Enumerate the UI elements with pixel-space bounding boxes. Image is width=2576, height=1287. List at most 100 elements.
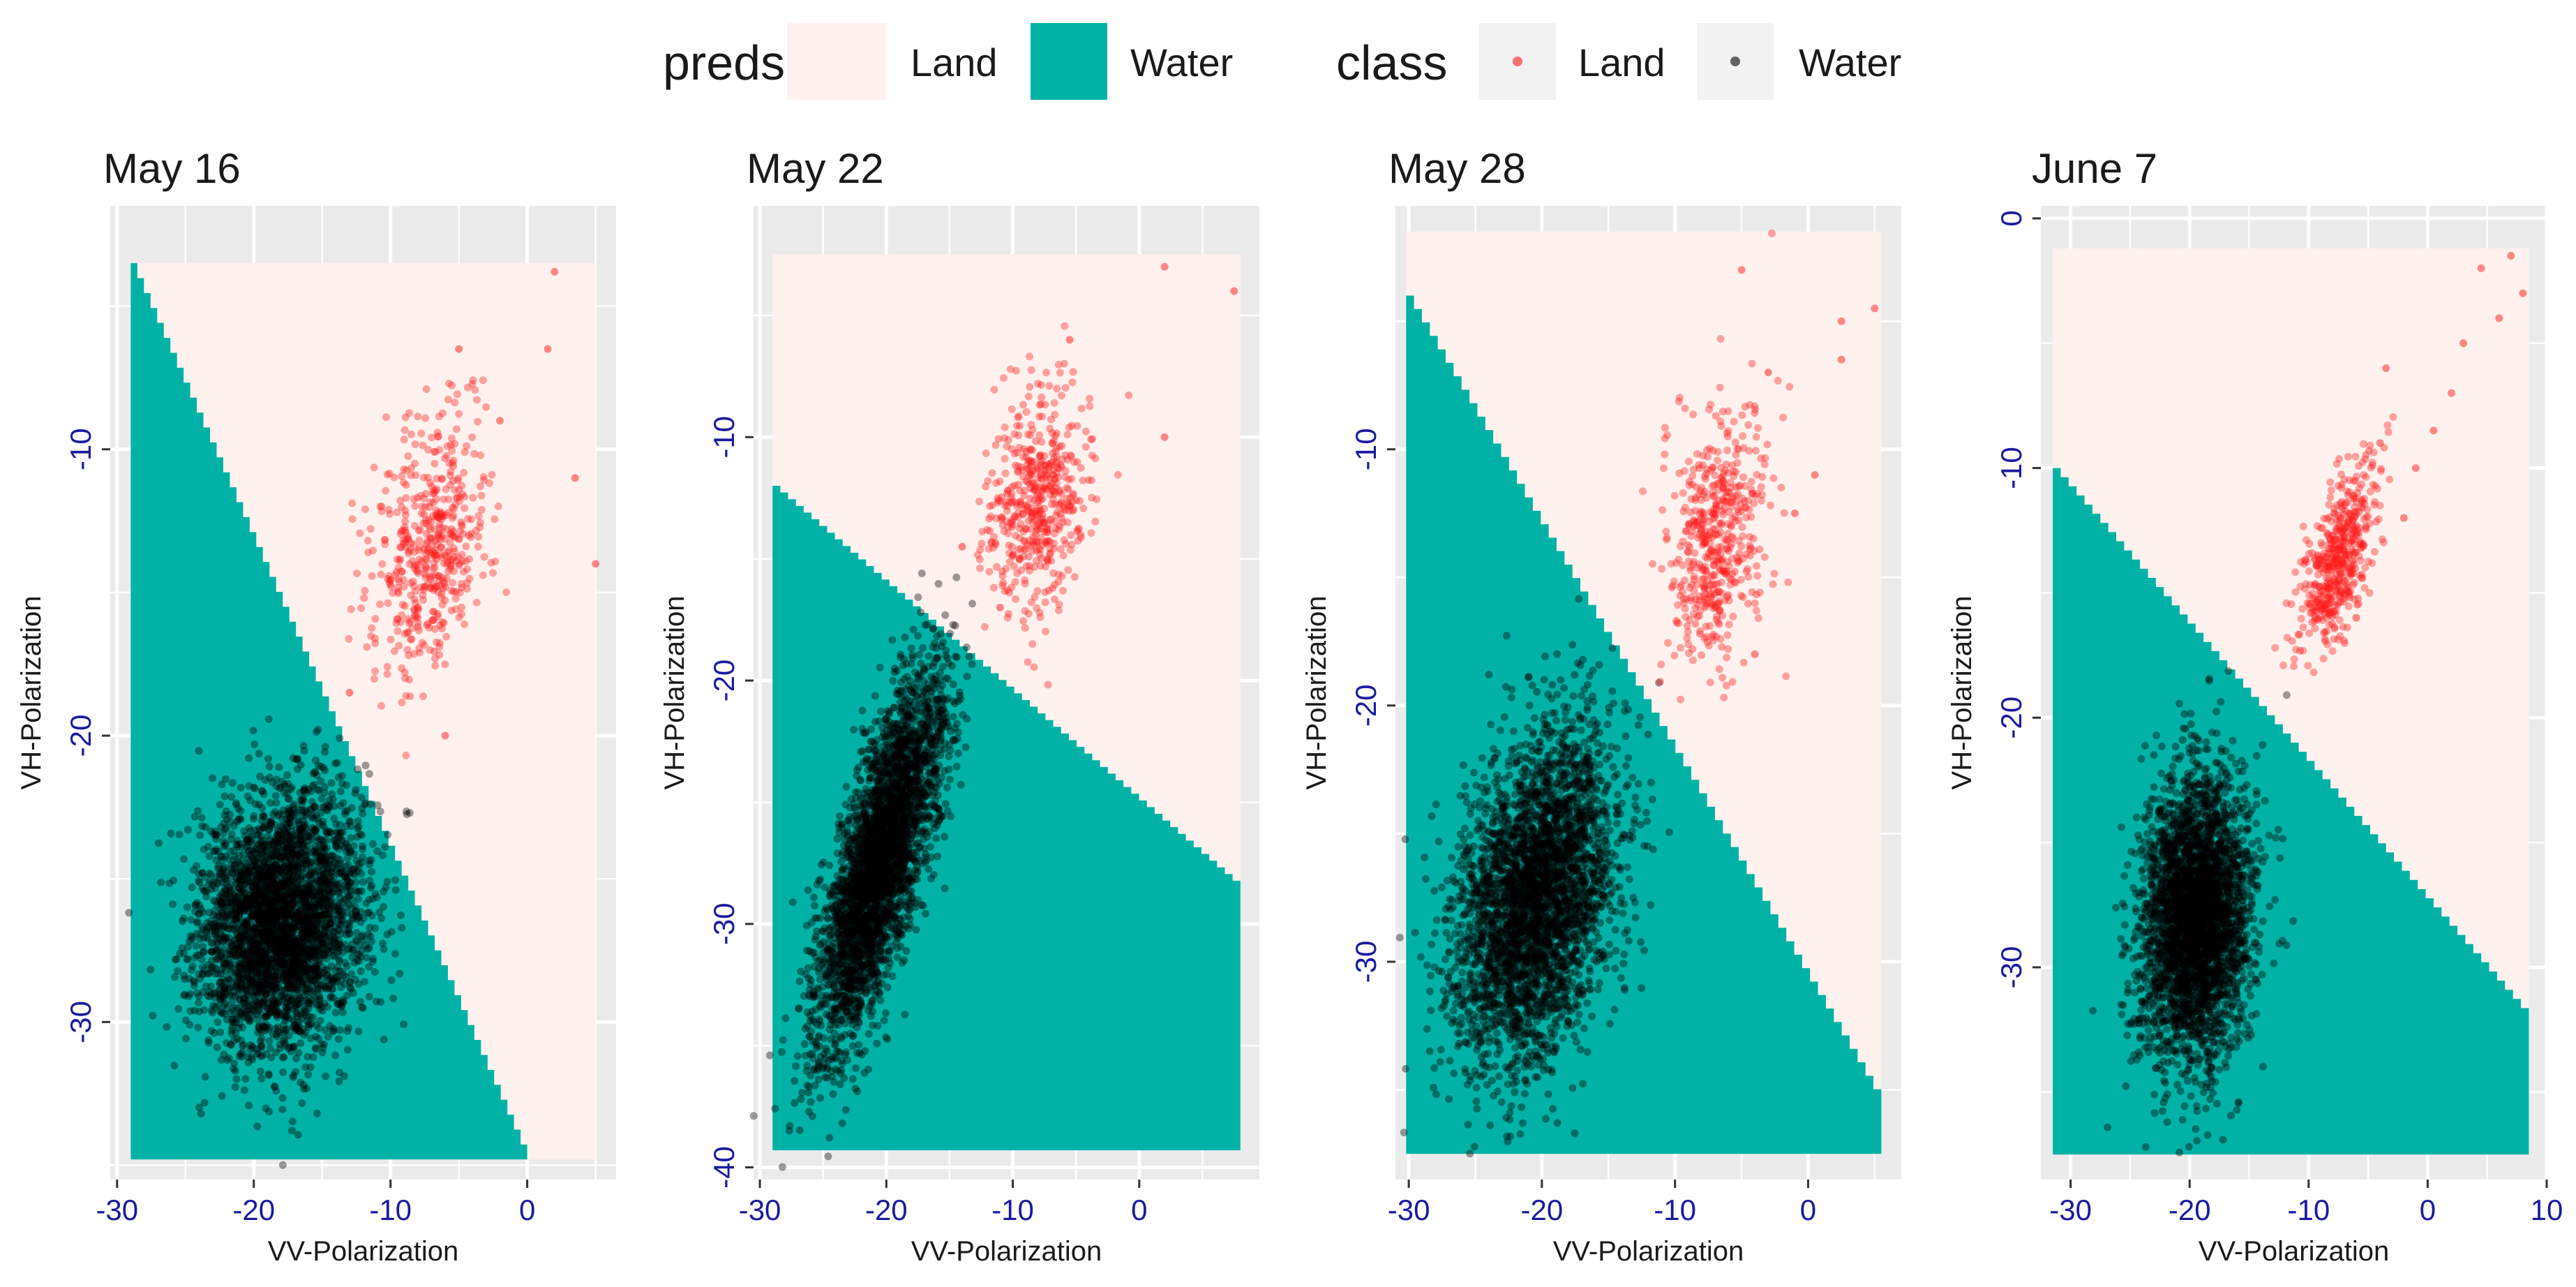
water-point — [191, 907, 200, 916]
water-point — [240, 1086, 248, 1094]
water-point — [934, 580, 943, 588]
water-point — [347, 822, 355, 831]
land-point — [482, 403, 491, 411]
water-point — [201, 888, 209, 896]
water-point — [957, 780, 965, 789]
water-point — [237, 981, 245, 989]
land-point — [414, 546, 423, 554]
land-point — [400, 436, 408, 444]
water-point — [263, 1012, 271, 1020]
water-point — [274, 999, 282, 1008]
water-point — [266, 912, 274, 921]
water-point — [214, 1018, 222, 1026]
water-point — [287, 1048, 295, 1056]
land-point — [348, 515, 357, 523]
water-point — [226, 847, 234, 856]
water-point — [254, 841, 262, 849]
water-point — [199, 988, 207, 996]
land-point — [403, 646, 412, 654]
water-point — [946, 775, 954, 784]
water-point — [278, 848, 286, 856]
water-point — [334, 944, 342, 953]
water-point — [283, 771, 292, 779]
land-point — [393, 508, 401, 516]
land-point — [480, 553, 488, 561]
water-point — [304, 890, 312, 898]
water-point — [320, 822, 328, 831]
x-axis-title: VV-Polarization — [268, 1236, 458, 1267]
water-point — [403, 808, 411, 815]
water-point — [306, 863, 315, 871]
land-point — [407, 591, 415, 600]
water-point — [257, 817, 266, 825]
water-point — [331, 1051, 340, 1059]
water-point — [172, 955, 181, 963]
land-point — [435, 650, 444, 659]
land-point — [463, 565, 472, 574]
water-point — [265, 965, 274, 973]
water-point — [147, 965, 155, 974]
water-point — [308, 939, 316, 948]
water-point — [301, 1005, 310, 1013]
water-point — [266, 955, 274, 964]
water-point — [250, 992, 259, 1001]
water-point — [225, 950, 234, 958]
water-point — [194, 1023, 202, 1032]
land-point — [417, 557, 426, 565]
land-point — [390, 473, 398, 482]
water-point — [254, 1006, 262, 1014]
water-point — [214, 1002, 223, 1010]
water-point — [267, 891, 276, 900]
land-point — [468, 433, 477, 441]
land-point — [433, 485, 441, 493]
land-point — [383, 470, 391, 479]
land-point — [465, 574, 474, 583]
water-point — [264, 754, 272, 763]
water-point — [278, 963, 287, 972]
water-point — [199, 942, 207, 951]
water-point — [283, 962, 291, 970]
land-point — [442, 485, 450, 493]
land-point — [394, 627, 402, 635]
land-point — [489, 569, 497, 577]
water-point — [352, 907, 360, 915]
land-point — [460, 620, 469, 628]
water-point — [237, 931, 246, 939]
water-point — [208, 948, 216, 956]
water-point — [207, 870, 215, 879]
water-point — [281, 1012, 290, 1020]
water-point — [376, 808, 384, 816]
land-point — [441, 731, 449, 740]
water-point — [248, 983, 256, 991]
land-point — [451, 440, 459, 448]
land-point — [428, 572, 437, 581]
water-point — [302, 923, 310, 931]
water-point — [336, 734, 344, 743]
water-point — [344, 861, 352, 870]
legend-class-title: class — [1336, 36, 1447, 90]
water-point — [375, 908, 384, 916]
water-point — [336, 912, 345, 921]
water-point — [274, 948, 282, 957]
land-point — [442, 632, 451, 641]
water-point — [280, 936, 288, 944]
water-point — [256, 1067, 264, 1076]
water-point — [257, 999, 266, 1008]
land-point — [458, 522, 466, 530]
water-point — [239, 850, 248, 858]
land-point — [360, 594, 368, 602]
land-point — [411, 502, 419, 510]
water-point — [354, 1027, 363, 1036]
water-point — [216, 984, 225, 992]
water-point — [249, 727, 257, 735]
land-point — [378, 560, 387, 568]
water-point — [825, 1133, 834, 1142]
land-point — [438, 600, 447, 609]
water-point — [170, 1062, 179, 1070]
water-point — [190, 1006, 199, 1015]
land-point — [460, 504, 469, 512]
water-point — [272, 861, 280, 868]
water-point — [278, 1094, 287, 1102]
water-point — [290, 1017, 298, 1025]
water-point — [216, 990, 225, 999]
